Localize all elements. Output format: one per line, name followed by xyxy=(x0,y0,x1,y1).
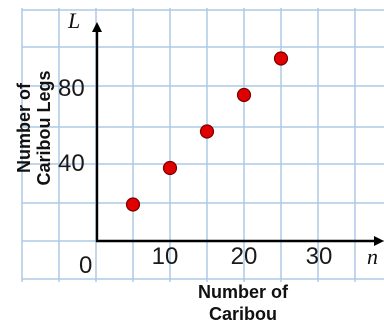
x-tick-label-20: 20 xyxy=(231,243,258,270)
data-point-4 xyxy=(236,87,252,103)
x-axis-variable-label: n xyxy=(367,244,378,269)
x-tick-label-10: 10 xyxy=(152,243,179,270)
tick-labels: 0 10 20 30 40 80 xyxy=(58,75,332,279)
x-axis-title-line-2: Caribou xyxy=(209,304,277,324)
data-points xyxy=(125,51,289,212)
data-point-1 xyxy=(125,197,141,212)
x-axis-title: Number of Caribou xyxy=(198,282,289,324)
data-point-5 xyxy=(273,51,289,66)
data-point-2 xyxy=(162,160,178,176)
axes xyxy=(92,22,384,246)
y-axis-variable-label: L xyxy=(67,8,80,33)
y-axis-arrow xyxy=(92,22,102,32)
y-axis-title: Number of Caribou Legs xyxy=(14,70,54,185)
x-origin-tick-label: 0 xyxy=(79,252,92,279)
x-axis-arrow xyxy=(374,236,384,246)
y-axis-title-line-2: Caribou Legs xyxy=(34,70,54,185)
y-axis-title-line-1: Number of xyxy=(14,82,34,173)
data-point-3 xyxy=(199,124,215,139)
y-tick-label-40: 40 xyxy=(58,150,85,177)
x-axis-title-line-1: Number of xyxy=(198,282,289,302)
y-tick-label-80: 80 xyxy=(58,75,85,102)
x-tick-label-30: 30 xyxy=(306,243,333,270)
